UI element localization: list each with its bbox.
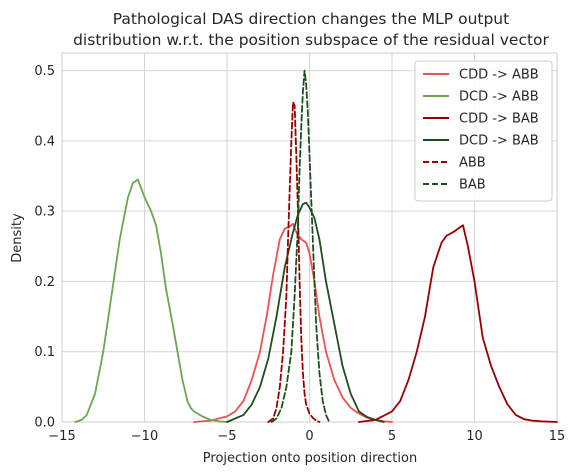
y-tick-label: 0.3 <box>34 205 55 220</box>
y-tick-label: 0.1 <box>34 345 55 360</box>
series-line-cdd-abb <box>193 222 393 423</box>
legend-box <box>414 60 553 202</box>
x-axis-ticks: −15 −10 −5 0 5 10 15 <box>48 429 565 444</box>
x-tick-label: −10 <box>131 429 158 444</box>
y-tick-label: 0.2 <box>34 275 55 290</box>
series-lines <box>74 69 558 423</box>
x-tick-label: 0 <box>305 429 313 444</box>
x-tick-label: 5 <box>388 429 396 444</box>
legend: CDD -> ABB DCD -> ABB CDD -> BAB DCD -> BAB… <box>414 60 553 202</box>
x-tick-label: −15 <box>48 429 75 444</box>
chart-title-line-1: Pathological DAS direction changes the M… <box>113 10 509 28</box>
y-tick-label: 0.4 <box>34 134 55 149</box>
series-line-dcd-bab <box>226 201 385 423</box>
legend-label: ABB <box>459 156 486 171</box>
legend-label: DCD -> BAB <box>459 134 539 149</box>
legend-label: DCD -> ABB <box>459 90 539 105</box>
legend-label: BAB <box>459 178 486 193</box>
y-tick-label: 0.0 <box>34 416 55 431</box>
series-line-cdd-bab <box>358 224 558 423</box>
x-tick-label: −5 <box>217 429 236 444</box>
y-axis-ticks: 0.0 0.1 0.2 0.3 0.4 0.5 <box>34 64 55 430</box>
series-line-dcd-abb <box>74 178 228 423</box>
series-line-bab <box>270 69 331 423</box>
y-tick-label: 0.5 <box>34 64 55 79</box>
plot-area-frame <box>61 52 558 423</box>
x-tick-label: 10 <box>466 429 483 444</box>
legend-label: CDD -> ABB <box>459 68 539 83</box>
chart-title: Pathological DAS direction changes the M… <box>73 10 549 49</box>
x-tick-label: 15 <box>549 429 566 444</box>
y-axis-label: Density <box>10 213 25 263</box>
x-axis-label: Projection onto position direction <box>203 451 417 466</box>
series-line-abb <box>267 101 321 423</box>
chart-title-line-2: distribution w.r.t. the position subspac… <box>73 31 549 49</box>
legend-label: CDD -> BAB <box>459 112 539 127</box>
